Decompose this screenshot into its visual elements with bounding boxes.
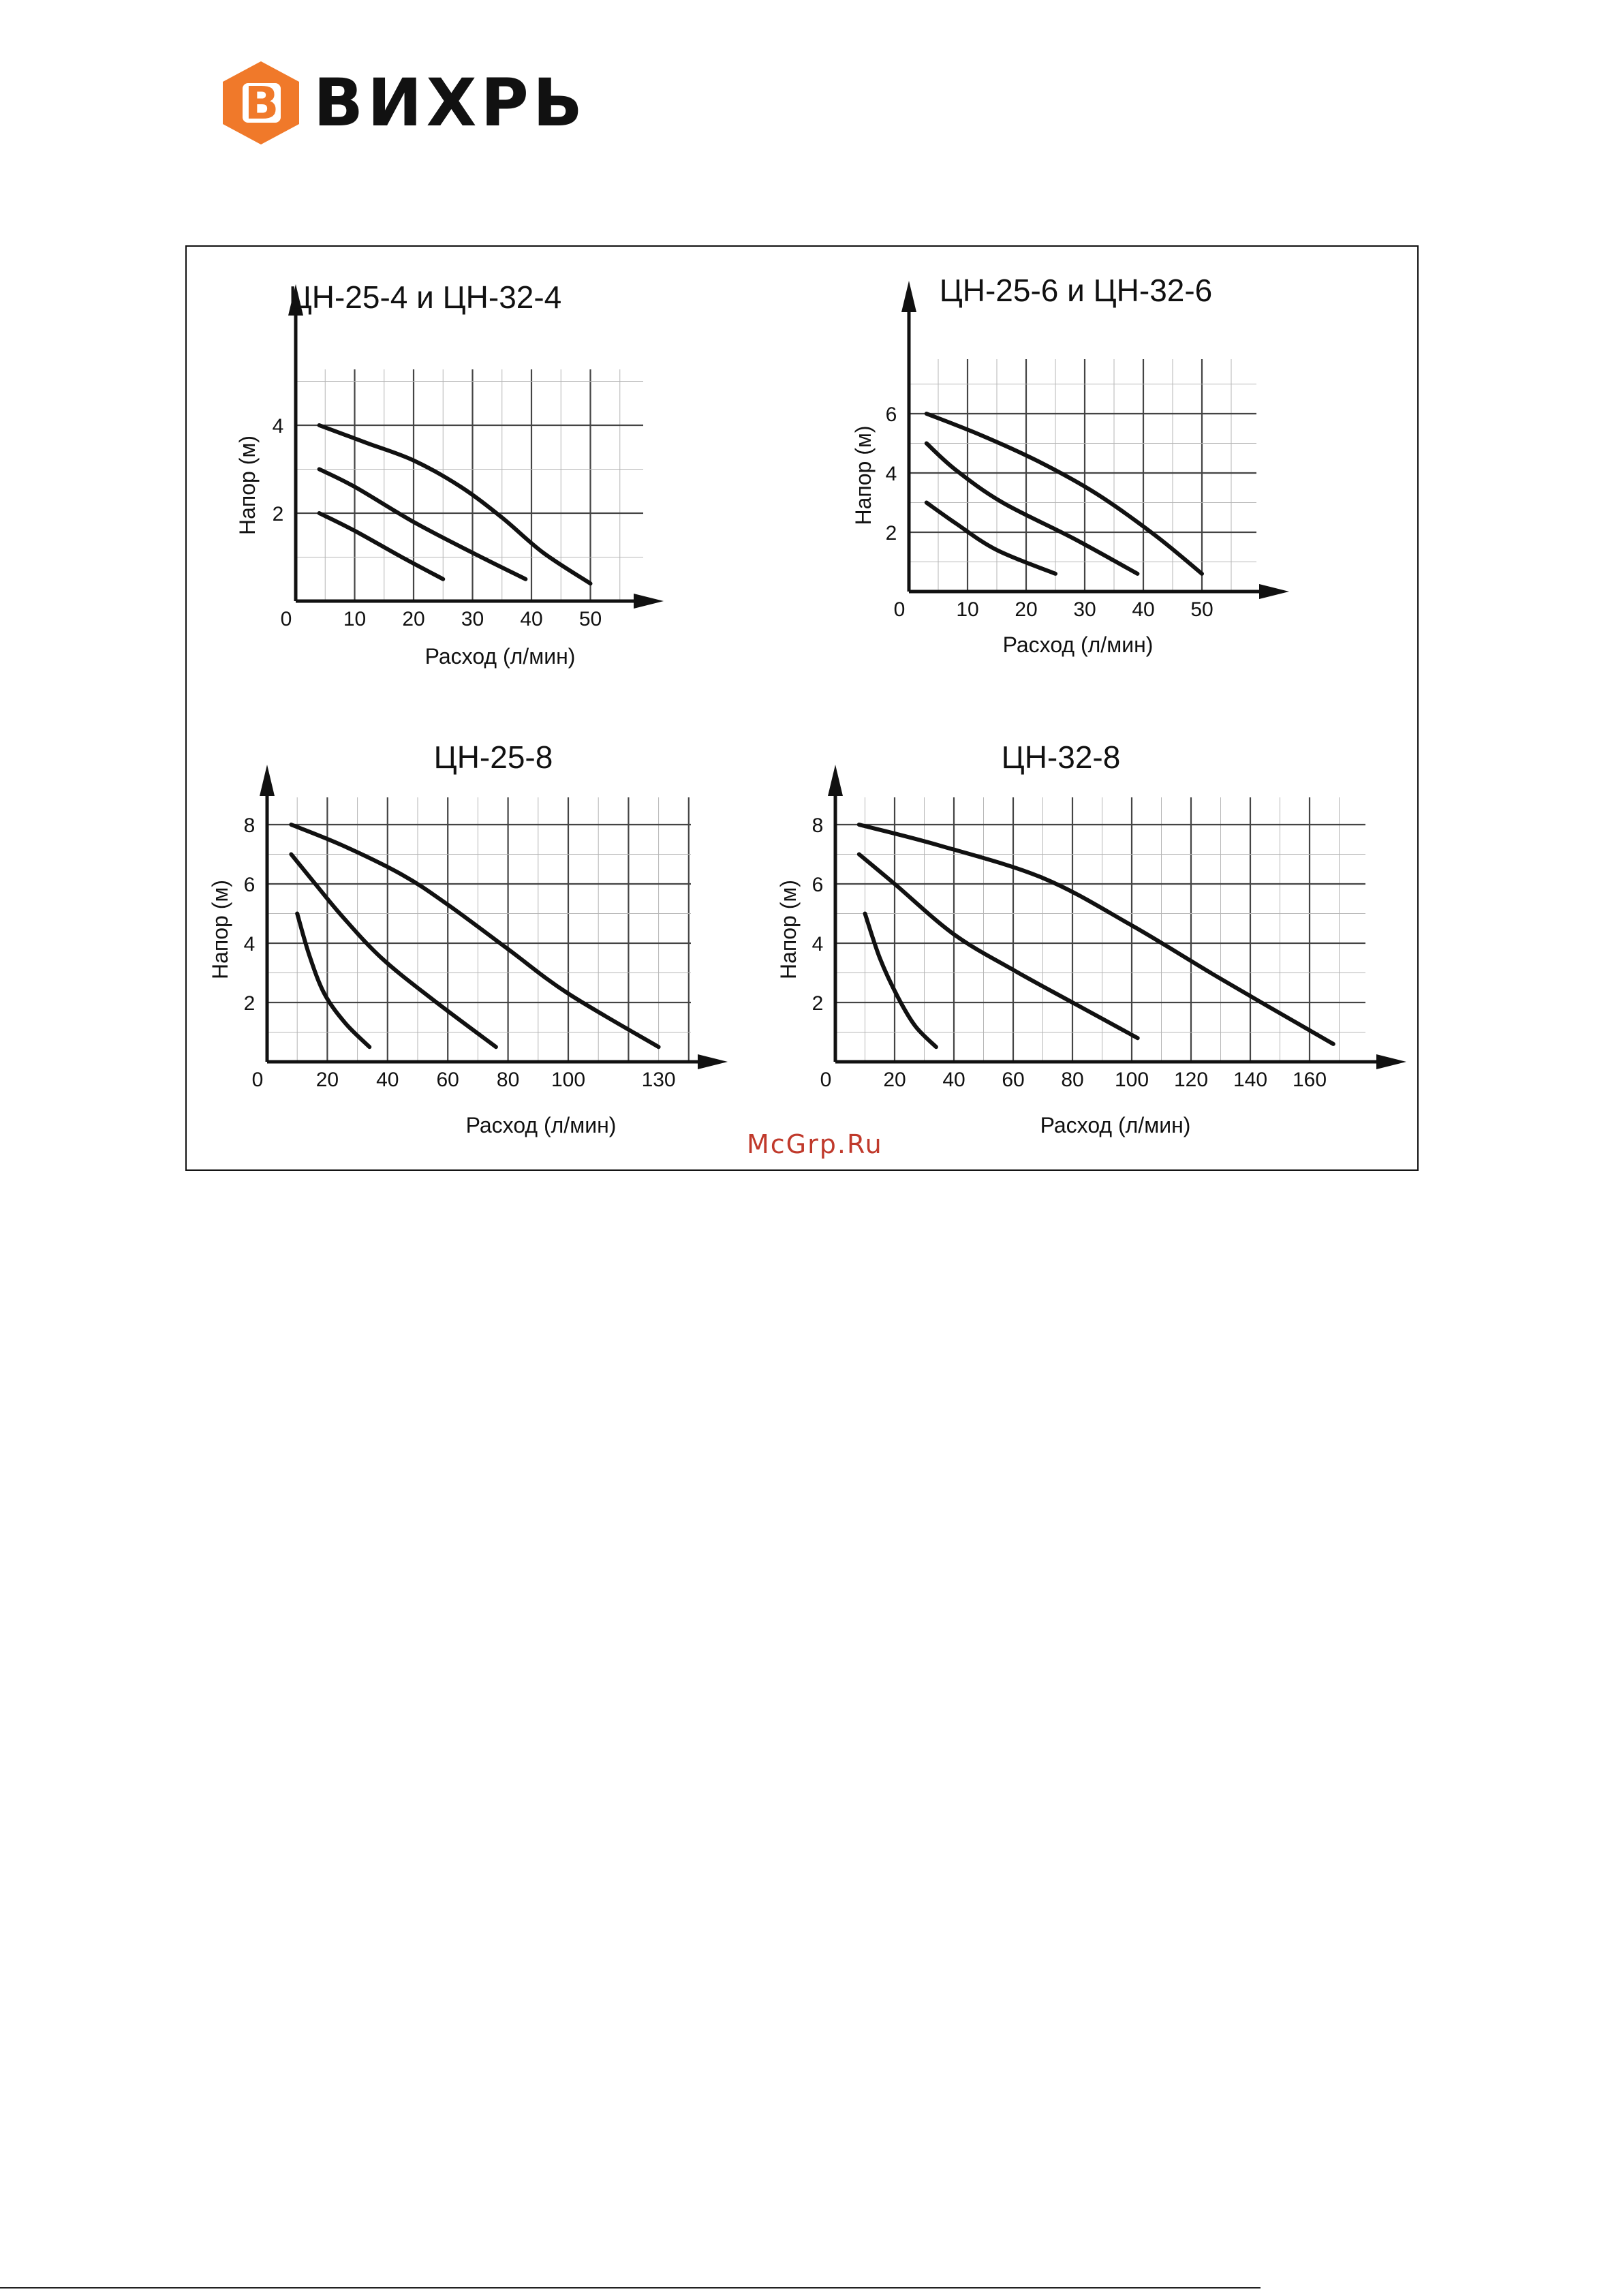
curve-2 xyxy=(856,852,1140,1041)
x-tick-label: 120 xyxy=(1174,1069,1208,1091)
x-tick-label: 50 xyxy=(579,608,602,630)
x-axis-label: Расход (л/мин) xyxy=(466,1113,617,1137)
chart-grid xyxy=(835,797,1365,1062)
y-axis-arrow xyxy=(828,765,843,796)
y-axis-label: Напор (м) xyxy=(235,435,260,535)
chart-4: 0 20 40 60 80 100 120 140 160 2 4 6 8 ЦН-32-8 Расход (… xyxy=(776,739,1406,1137)
brand-logo-letter: B xyxy=(245,77,279,129)
brand-logo-hexagon-icon: B xyxy=(223,61,299,144)
x-tick-label: 0 xyxy=(252,1069,264,1091)
y-tick-label: 2 xyxy=(886,522,897,545)
x-tick-label: 130 xyxy=(642,1069,676,1091)
x-tick-label: 80 xyxy=(497,1069,519,1091)
curve-3 xyxy=(317,511,446,581)
x-tick-label: 20 xyxy=(883,1069,906,1091)
x-tick-label: 10 xyxy=(343,608,366,630)
x-tick-label: 40 xyxy=(376,1069,399,1091)
y-axis-label: Напор (м) xyxy=(851,425,876,525)
y-tick-label: 4 xyxy=(244,933,256,955)
chart-title: ЦН-25-4 и ЦН-32-4 xyxy=(289,279,562,315)
chart-1: 0 10 20 30 40 50 2 4 ЦН-25-4 и ЦН-32-4 Расход (л/… xyxy=(235,279,664,669)
chart-3: 0 20 40 60 80 100 130 2 4 6 8 ЦН-25-8 Расход (л/мин)… xyxy=(208,739,728,1137)
y-tick-label: 4 xyxy=(273,415,284,438)
chart-grid xyxy=(909,359,1256,592)
x-tick-label: 50 xyxy=(1190,598,1213,621)
x-tick-label: 100 xyxy=(551,1069,585,1091)
x-tick-label: 0 xyxy=(820,1069,832,1091)
x-tick-label: 0 xyxy=(894,598,906,621)
x-tick-label: 60 xyxy=(437,1069,459,1091)
y-axis-arrow xyxy=(288,284,303,316)
y-tick-label: 2 xyxy=(273,503,284,525)
y-tick-label: 2 xyxy=(244,992,256,1015)
y-tick-label: 6 xyxy=(812,874,824,896)
x-axis-arrow xyxy=(634,594,664,609)
x-axis-arrow xyxy=(1259,584,1289,599)
x-tick-label: 140 xyxy=(1233,1069,1267,1091)
y-tick-label: 6 xyxy=(244,874,256,896)
y-axis-arrow xyxy=(901,281,916,312)
curve-1 xyxy=(924,412,1204,576)
chart-panel: 0 10 20 30 40 50 2 4 ЦН-25-4 и ЦН-32-4 Расход (л/… xyxy=(185,245,1419,1171)
x-tick-label: 20 xyxy=(316,1069,339,1091)
brand-logo: B ВИХРЬ xyxy=(217,59,585,147)
curve-1 xyxy=(317,423,593,586)
curve-1 xyxy=(856,823,1335,1046)
curve-1 xyxy=(289,823,661,1050)
chart-title: ЦН-25-6 и ЦН-32-6 xyxy=(940,273,1213,308)
x-tick-label: 20 xyxy=(1015,598,1037,621)
y-axis-label: Напор (м) xyxy=(776,880,801,979)
chart-grid xyxy=(296,369,643,601)
y-axis-label: Напор (м) xyxy=(208,880,232,979)
x-axis-arrow xyxy=(1376,1054,1406,1069)
curve-3 xyxy=(295,911,372,1050)
y-tick-label: 6 xyxy=(886,403,897,426)
chart-2: 0 10 20 30 40 50 2 4 6 ЦН-25-6 и ЦН-32-6 Расход (л… xyxy=(851,273,1289,657)
curve-2 xyxy=(317,467,528,581)
x-tick-label: 40 xyxy=(1132,598,1154,621)
brand-name: ВИХРЬ xyxy=(313,65,587,141)
x-tick-label: 80 xyxy=(1061,1069,1083,1091)
x-axis-label: Расход (л/мин) xyxy=(425,644,576,669)
watermark: McGrp.Ru xyxy=(747,1129,883,1159)
x-tick-label: 20 xyxy=(402,608,424,630)
x-axis-arrow xyxy=(698,1054,728,1069)
y-tick-label: 4 xyxy=(812,933,824,955)
curve-3 xyxy=(863,911,938,1050)
x-tick-label: 30 xyxy=(461,608,484,630)
x-tick-label: 0 xyxy=(281,608,292,630)
curve-2 xyxy=(289,852,498,1050)
curve-3 xyxy=(924,500,1057,576)
chart-title: ЦН-32-8 xyxy=(1002,739,1121,775)
curve-2 xyxy=(924,441,1140,576)
x-tick-label: 160 xyxy=(1293,1069,1327,1091)
x-tick-label: 30 xyxy=(1073,598,1096,621)
chart-grid xyxy=(267,797,691,1062)
x-tick-label: 40 xyxy=(520,608,542,630)
x-axis-label: Расход (л/мин) xyxy=(1003,632,1154,657)
x-tick-label: 60 xyxy=(1002,1069,1024,1091)
x-tick-label: 100 xyxy=(1115,1069,1149,1091)
y-tick-label: 4 xyxy=(886,463,897,485)
y-tick-label: 8 xyxy=(812,814,824,837)
y-axis-arrow xyxy=(260,765,275,796)
x-tick-label: 10 xyxy=(956,598,978,621)
y-tick-label: 2 xyxy=(812,992,824,1015)
footer-rule xyxy=(0,2287,1261,2289)
x-axis-label: Расход (л/мин) xyxy=(1040,1113,1191,1137)
y-tick-label: 8 xyxy=(244,814,256,837)
x-tick-label: 40 xyxy=(942,1069,965,1091)
chart-title: ЦН-25-8 xyxy=(434,739,553,775)
